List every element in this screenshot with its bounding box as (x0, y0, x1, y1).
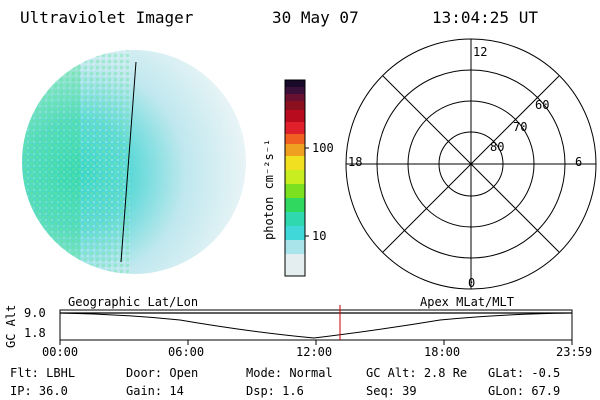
status-glon: GLon: 67.9 (488, 384, 560, 398)
status-gain-label: Gain: (126, 384, 163, 398)
status-ip-value: 36.0 (38, 384, 68, 398)
status-flt-label: Flt: (10, 366, 39, 380)
status-gain: Gain: 14 (126, 384, 184, 398)
status-door-value: Open (169, 366, 199, 380)
mlat-label-60: 60 (535, 98, 550, 112)
date-label: 30 May 07 (272, 8, 359, 27)
status-glon-value: 67.9 (531, 384, 561, 398)
status-glat-label: GLat: (488, 366, 525, 380)
timeline-axis-label: GC Alt (4, 304, 18, 348)
mlt-label-6: 6 (575, 155, 583, 169)
status-mode: Mode: Normal (246, 366, 333, 380)
color-bar (284, 79, 309, 277)
x-tick-1800: 18:00 (424, 345, 461, 359)
x-tick-2359: 23:59 (556, 345, 593, 359)
status-door: Door: Open (126, 366, 198, 380)
status-ip: IP: 36.0 (10, 384, 68, 398)
status-gain-value: 14 (169, 384, 184, 398)
status-glat-value: -0.5 (531, 366, 561, 380)
x-tick-0000: 00:00 (42, 345, 79, 359)
mlt-label-0: 0 (468, 276, 476, 290)
status-seq-value: 39 (402, 384, 417, 398)
instrument-title: Ultraviolet Imager (20, 8, 194, 27)
status-gcalt-value: 2.8 Re (423, 366, 468, 380)
status-dsp-value: 1.6 (282, 384, 304, 398)
polar-plot (345, 38, 597, 290)
mlt-label-12: 12 (473, 45, 488, 59)
status-door-label: Door: (126, 366, 163, 380)
status-dsp-label: Dsp: (246, 384, 275, 398)
mlat-label-80: 80 (490, 140, 505, 154)
timeline-panel (59, 305, 573, 345)
status-seq-label: Seq: (366, 384, 395, 398)
status-mode-value: Normal (289, 366, 333, 380)
status-flt-value: LBHL (46, 366, 76, 380)
colorbar-tick-100: 100 (312, 141, 334, 155)
y-tick-bottom: 1.8 (24, 326, 46, 340)
status-glon-label: GLon: (488, 384, 525, 398)
x-tick-1200: 12:00 (296, 345, 333, 359)
status-dsp: Dsp: 1.6 (246, 384, 304, 398)
status-flt: Flt: LBHL (10, 366, 75, 380)
timeline-title-left: Geographic Lat/Lon (68, 295, 199, 309)
terminator-line (120, 61, 137, 263)
colorbar-tick-10: 10 (312, 229, 327, 243)
status-gcalt-label: GC Alt: (366, 366, 417, 380)
status-gcalt: GC Alt: 2.8 Re (366, 366, 467, 380)
uv-earth-image (22, 50, 246, 274)
y-tick-top: 9.0 (24, 306, 46, 320)
status-mode-label: Mode: (246, 366, 283, 380)
x-tick-0600: 06:00 (168, 345, 205, 359)
status-seq: Seq: 39 (366, 384, 417, 398)
mlt-label-18: 18 (348, 155, 363, 169)
altitude-trace (59, 312, 573, 339)
colorbar-unit-label: photon cm⁻²s⁻¹ (262, 138, 276, 240)
timeline-title-right: Apex MLat/MLT (420, 295, 514, 309)
status-glat: GLat: -0.5 (488, 366, 560, 380)
mlat-label-70: 70 (513, 120, 528, 134)
time-label: 13:04:25 UT (432, 8, 538, 27)
status-ip-label: IP: (10, 384, 32, 398)
